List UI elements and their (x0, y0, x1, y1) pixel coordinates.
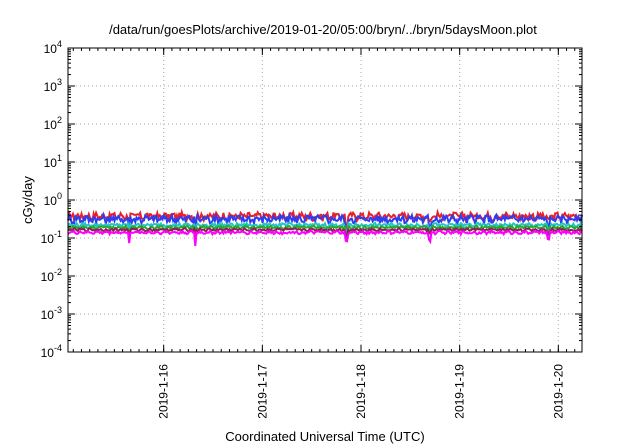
y-tick-label: 102 (44, 115, 62, 132)
series-line (67, 211, 583, 237)
axis-ticks: 104 103 102 101 100 10-1 10-2 10-3 10-4 2019-1-16… (41, 39, 582, 419)
y-tick-label: 103 (44, 77, 62, 94)
x-axis-label: Coordinated Universal Time (UTC) (225, 429, 424, 444)
y-tick-label: 104 (44, 39, 62, 56)
y-tick-label: 101 (44, 153, 62, 170)
y-tick-label: 10-4 (41, 343, 62, 360)
series-line (67, 220, 583, 234)
x-tick-label: 2019-1-17 (255, 364, 269, 419)
y-tick-label: 100 (44, 191, 62, 208)
series-line (67, 228, 583, 246)
grid (68, 48, 582, 352)
series-lines (67, 208, 583, 246)
y-tick-label: 10-1 (41, 229, 62, 246)
series-line (67, 226, 583, 240)
x-tick-label: 2019-1-18 (354, 364, 368, 419)
y-tick-label: 10-2 (41, 267, 62, 284)
chart-title: /data/run/goesPlots/archive/2019-01-20/0… (109, 22, 537, 37)
x-tick-label: 2019-1-19 (453, 364, 467, 419)
x-tick-label: 2019-1-20 (551, 364, 565, 419)
y-axis-label: cGy/day (20, 176, 35, 224)
y-tick-label: 10-3 (41, 305, 62, 322)
x-tick-label: 2019-1-16 (157, 364, 171, 419)
